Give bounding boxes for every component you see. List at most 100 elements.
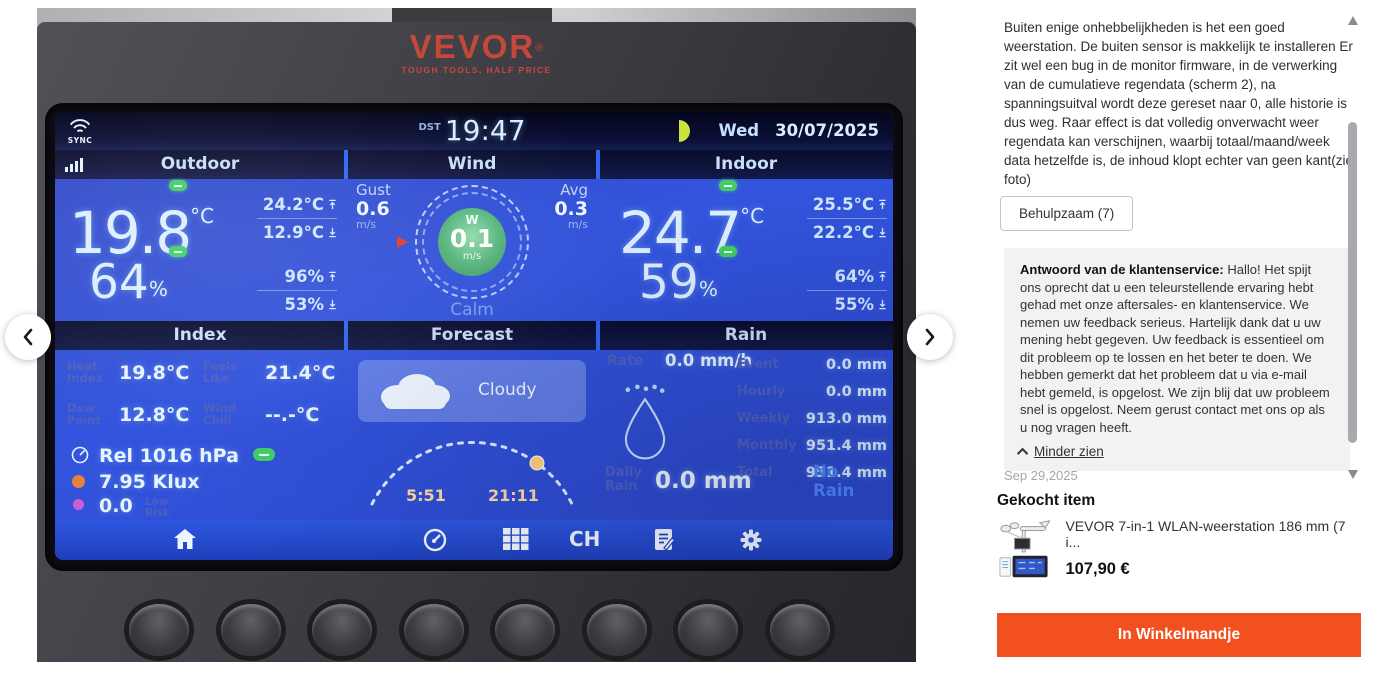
rain-row-label: Weekly (737, 411, 791, 426)
weekday: Wed (718, 121, 760, 140)
avg-unit: m/s (567, 218, 588, 231)
product-title[interactable]: VEVOR 7-in-1 WLAN-weerstation 186 mm (7 … (1065, 518, 1346, 550)
uv-risk-label: Low Risk (145, 496, 170, 519)
wind-panel: Gust 0.6 m/s Avg 0.3 m/s W 0.1 m/s (348, 179, 596, 321)
scroll-up-arrow-icon[interactable] (1348, 16, 1358, 25)
rain-row-value: 951.4 mm (805, 437, 887, 454)
rain-row-value: 951.4 mm (805, 464, 887, 481)
outdoor-temp-unit: °C (190, 204, 215, 228)
rain-row-value: 0.0 mm (826, 356, 887, 373)
purchased-product: VEVOR 7-in-1 WLAN-weerstation 186 mm (7 … (997, 518, 1356, 580)
wind-direction-pointer-icon (397, 236, 408, 248)
registered-mark: ® (535, 42, 544, 55)
rain-row-value: 0.0 mm (826, 383, 887, 400)
indoor-hum-max: 64% (834, 267, 875, 286)
wind-speed-unit: m/s (462, 251, 482, 262)
forecast-header: Forecast (345, 321, 599, 350)
outdoor-title: Outdoor (160, 154, 240, 174)
product-info: VEVOR 7-in-1 WLAN-weerstation 186 mm (7 … (1065, 518, 1356, 580)
sunrise-time: 5:51 (406, 486, 446, 505)
outdoor-temp-max: 24.2°C (262, 195, 324, 214)
clock: DST 19:47 (348, 114, 596, 147)
max-arrow-icon (329, 271, 336, 282)
light-intensity-value: 7.95 Klux (99, 471, 200, 493)
caret-up-icon (1016, 447, 1029, 459)
weather-display-screen: SYNC DST 19:47 Wed 30/07/2025 Outdoor Wind… (55, 112, 893, 560)
review-photo[interactable]: VEVOR® TOUGH TOOLS, HALF PRICE SYNC DST 1… (37, 8, 916, 662)
dew-point-value: 12.8°C (119, 404, 190, 426)
header-divider (344, 150, 348, 179)
wind-avg: Avg 0.3 m/s (532, 181, 588, 230)
moon-phase-icon (679, 120, 690, 142)
rain-rate-value: 0.0 mm/h (665, 351, 753, 370)
gust-unit: m/s (356, 218, 377, 231)
device-button (678, 604, 739, 656)
rain-row: Monthly 951.4 mm (737, 432, 887, 459)
rain-row-label: Hourly (737, 384, 786, 399)
wifi-sync-indicator: SYNC (67, 117, 93, 145)
next-image-button[interactable] (907, 314, 953, 360)
indoor-temp-hilo: 25.5°C 22.2°C (807, 195, 887, 242)
rain-row-label: Total (737, 465, 773, 480)
wind-compass: W 0.1 m/s (415, 185, 529, 299)
min-arrow-icon (329, 299, 336, 310)
log-note-icon (655, 529, 675, 551)
brand-name: VEVOR (409, 28, 536, 65)
raindrop-icon (624, 384, 666, 460)
rain-row-value: 913.0 mm (805, 410, 887, 427)
outdoor-temp-min: 12.9°C (262, 223, 324, 242)
max-arrow-icon (879, 199, 886, 210)
status-bar: SYNC DST 19:47 Wed 30/07/2025 (55, 112, 893, 150)
outdoor-hum-unit: % (148, 277, 168, 301)
daily-rain-value: 0.0 mm (655, 468, 752, 494)
device-button (495, 604, 556, 656)
seller-reply-box: Antwoord van de klantenservice: Hallo! H… (1004, 248, 1350, 471)
scrollbar-thumb[interactable] (1348, 122, 1357, 443)
rain-row: Event 0.0 mm (737, 351, 887, 378)
max-arrow-icon (879, 271, 886, 282)
uv-index-value: 0.0 (99, 495, 133, 517)
avg-value: 0.3 (554, 198, 588, 220)
bottom-panels: Heat Index 19.8°C Feels Like 21.4°C Dew … (55, 350, 893, 520)
chevron-right-icon (925, 328, 935, 346)
heat-index-label: Heat Index (67, 359, 103, 385)
indoor-temp-max: 25.5°C (812, 195, 874, 214)
forecast-panel: Cloudy 5:51 21:11 (348, 350, 596, 520)
outdoor-hum-max: 96% (284, 267, 325, 286)
forecast-condition: Cloudy (478, 380, 537, 400)
show-less-link[interactable]: Minder zien (1034, 444, 1104, 459)
index-panel: Heat Index 19.8°C Feels Like 21.4°C Dew … (55, 350, 345, 520)
device-button (220, 604, 281, 656)
rain-header: Rain (599, 321, 893, 350)
forecast-condition-box: Cloudy (358, 360, 586, 422)
add-to-cart-button[interactable]: In Winkelmandje (997, 613, 1361, 657)
review-text: Buiten enige onhebbelijkheden is het een… (1004, 20, 1353, 187)
previous-image-button[interactable] (5, 314, 51, 360)
wifi-icon (69, 119, 91, 133)
wind-condition: Calm (450, 300, 494, 320)
indoor-header: Indoor (599, 150, 893, 179)
device-button (586, 604, 647, 656)
indoor-panel: 24.7°C 25.5°C 22.2°C 59% 64% 55% (599, 179, 893, 321)
feels-like-label: Feels Like (203, 359, 237, 385)
settings-gear-icon (740, 529, 762, 551)
wind-chill-value: --.-°C (265, 404, 320, 426)
rain-status: No Rain (813, 462, 855, 500)
cloud-icon (381, 374, 450, 409)
product-thumbnail[interactable] (997, 518, 1051, 580)
display-nav-bar: CH (55, 520, 893, 560)
indoor-hum-min: 55% (834, 295, 875, 314)
day-date: Wed 30/07/2025 (718, 121, 879, 140)
min-arrow-icon (329, 227, 336, 238)
helpful-button[interactable]: Behulpzaam (7) (1000, 196, 1134, 231)
scroll-down-arrow-icon[interactable] (1348, 470, 1358, 479)
index-header: Index (55, 321, 345, 350)
rain-panel: Rate 0.0 mm/h Event 0.0 mm Hourly 0.0 mm W… (599, 350, 893, 520)
indoor-title: Indoor (714, 154, 778, 174)
uv-index-icon (73, 499, 84, 510)
indoor-temp-unit: °C (740, 204, 765, 228)
trend-steady-icon (719, 246, 737, 257)
top-panels: 19.8°C 24.2°C 12.9°C 64% 96% 53% Gus (55, 179, 893, 321)
avg-label: Avg (560, 181, 588, 199)
indoor-hum-hilo: 64% 55% (807, 267, 887, 314)
